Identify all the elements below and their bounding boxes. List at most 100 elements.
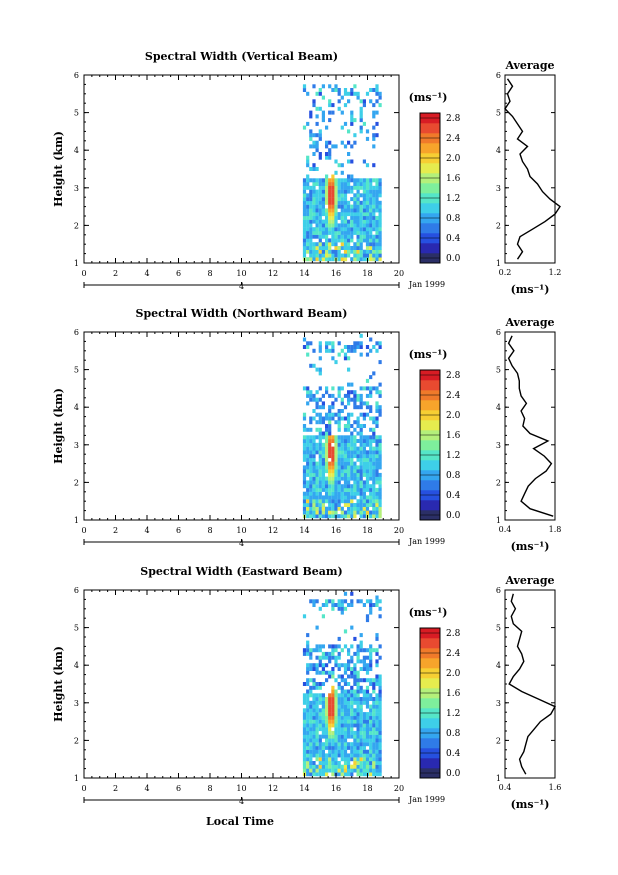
x-tick-label: 4 — [144, 526, 149, 535]
heatmap-cell — [353, 495, 357, 500]
heatmap-cell — [375, 674, 379, 679]
heatmap-cell — [340, 178, 344, 183]
heatmap-cell — [340, 487, 344, 492]
heatmap-cell — [353, 636, 357, 641]
heatmap-cell — [315, 738, 319, 743]
heatmap-cell — [362, 461, 366, 466]
heatmap-cell — [306, 401, 310, 406]
heatmap-cell — [347, 697, 351, 701]
heatmap-cell — [321, 712, 325, 717]
heatmap-cell — [372, 734, 376, 739]
heatmap-cell — [334, 503, 338, 507]
heatmap-cell — [340, 435, 344, 440]
heatmap-cell — [347, 442, 351, 447]
heatmap-cell — [334, 742, 338, 747]
colorbar-swatch — [420, 500, 440, 511]
heatmap-cell — [302, 253, 307, 258]
heatmap-cell — [331, 667, 335, 671]
heatmap-cell — [321, 644, 325, 649]
heatmap-cell — [318, 749, 322, 754]
heatmap-cell — [340, 446, 344, 451]
heatmap-cell — [362, 182, 366, 186]
heatmap-cell — [337, 352, 341, 357]
heatmap-cell — [375, 772, 379, 777]
heatmap-cell — [343, 719, 348, 724]
heatmap-cell — [331, 185, 335, 190]
heatmap-cell — [350, 599, 354, 604]
heatmap-cell — [334, 495, 338, 500]
heatmap-cell — [306, 487, 310, 492]
heatmap-cell — [340, 663, 344, 668]
profile-y-tick-label: 6 — [496, 586, 501, 595]
heatmap-cell — [337, 215, 341, 220]
heatmap-cell — [378, 450, 382, 455]
heatmap-cell — [343, 644, 348, 649]
heatmap-cell — [340, 95, 344, 100]
heatmap-cell — [359, 745, 363, 750]
heatmap-cell — [359, 667, 363, 671]
heatmap-cell — [328, 708, 332, 713]
heatmap-cell — [318, 712, 322, 717]
heatmap-cell — [350, 215, 354, 220]
heatmap-cell — [302, 345, 307, 349]
heatmap-cell — [347, 249, 351, 254]
heatmap-cell — [340, 246, 344, 250]
heatmap-cell — [331, 685, 335, 690]
heatmap-cell — [365, 405, 370, 410]
heatmap-cell — [302, 738, 307, 743]
heatmap-cell — [365, 689, 370, 694]
heatmap-cell — [334, 461, 338, 466]
heatmap-cell — [331, 484, 335, 489]
heatmap-cell — [309, 238, 313, 243]
heatmap-cell — [302, 499, 307, 504]
heatmap-cell — [350, 348, 354, 353]
heatmap-cell — [353, 719, 357, 724]
heatmap-cell — [318, 663, 322, 668]
x-tick-label: 8 — [207, 526, 212, 535]
heatmap-cell — [302, 480, 307, 485]
heatmap-cell — [328, 148, 332, 153]
heatmap-cell — [337, 393, 341, 398]
heatmap-cell — [312, 208, 316, 213]
colorbar-label: 1.6 — [446, 431, 461, 441]
heatmap-cell — [375, 386, 379, 391]
heatmap-cell — [302, 697, 307, 701]
heatmap-cell — [359, 238, 363, 243]
heatmap-cell — [359, 125, 363, 130]
heatmap-cell — [309, 465, 313, 470]
heatmap-cell — [328, 659, 332, 664]
colorbar-label: 0.0 — [446, 511, 461, 521]
heatmap-cell — [309, 730, 313, 735]
heatmap-cell — [362, 212, 366, 217]
heatmap-cell — [315, 693, 319, 698]
heatmap-cell — [325, 651, 329, 656]
heatmap-cell — [325, 484, 329, 489]
heatmap-cell — [315, 648, 319, 653]
heatmap-cell — [356, 689, 360, 694]
x-tick-label: 20 — [394, 526, 404, 535]
heatmap-cell — [362, 712, 366, 717]
heatmap-cell — [328, 227, 332, 232]
x-tick-label: 10 — [236, 269, 246, 278]
heatmap-cell — [318, 655, 322, 660]
heatmap-cell — [306, 745, 310, 750]
profile-line — [508, 593, 556, 775]
profile-y-tick-label: 3 — [496, 441, 501, 450]
heatmap-cell — [331, 208, 335, 213]
heatmap-cell — [353, 91, 357, 96]
heatmap-cell — [321, 442, 325, 447]
heatmap-cell — [369, 648, 373, 653]
heatmap-cell — [378, 212, 382, 217]
heatmap-cell — [356, 727, 360, 732]
heatmap-cell — [362, 416, 366, 421]
heatmap-cell — [365, 450, 370, 455]
heatmap-cell — [378, 700, 382, 705]
heatmap-cell — [315, 491, 319, 496]
heatmap-cell — [375, 341, 379, 346]
heatmap-cell — [309, 363, 313, 368]
profile-title: Average — [504, 316, 554, 329]
heatmap-cell — [331, 238, 335, 243]
heatmap-cell — [328, 487, 332, 492]
heatmap-cell — [315, 405, 319, 410]
heatmap-cell — [328, 644, 332, 649]
